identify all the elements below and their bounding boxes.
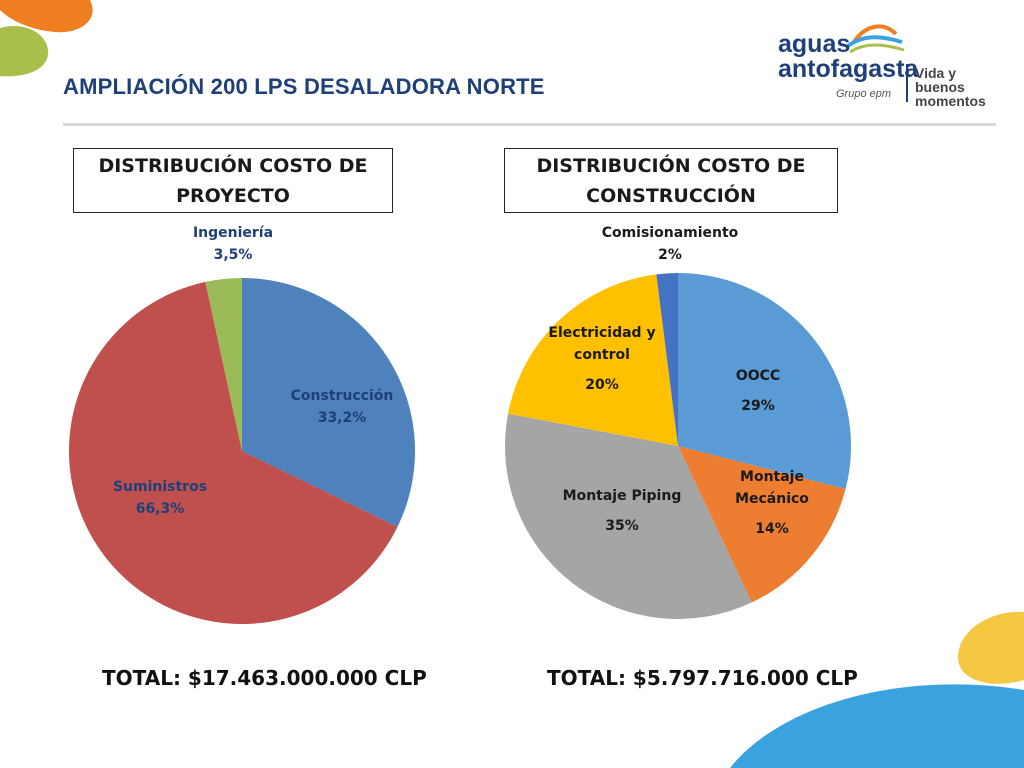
slice-category-label: Ingeniería (192, 225, 274, 241)
slice-label: Construcción 33,2% (291, 385, 394, 429)
pie-slice-montaje-piping (505, 413, 752, 619)
slice-category-label: Comisionamiento (601, 225, 739, 241)
slice-category-label: Montaje Piping (562, 488, 682, 504)
slice-label: Comisionamiento 2% (602, 222, 739, 266)
slice-value-label: 29% (741, 398, 775, 414)
slice-label: Suministros 66,3% (113, 476, 207, 520)
deco-green-blob (0, 26, 49, 77)
slice-category-label: OOCC (735, 368, 781, 384)
chart2-total: TOTAL: $5.797.716.000 CLP (547, 666, 858, 690)
slice-category-label: Suministros (112, 479, 208, 495)
deco-yellow-blob (957, 611, 1024, 684)
slice-category-label: Construcción (290, 388, 394, 404)
logo-line1: aguas (778, 30, 851, 58)
slice-label: Montaje Mecánico 14% (735, 466, 809, 540)
pie-slice-oocc (678, 273, 851, 490)
pie-slice-comisionamiento (656, 273, 678, 446)
logo-group: Grupo epm (836, 88, 892, 100)
slice-value-label: 35% (605, 518, 639, 534)
logo-line2: antofagasta (778, 55, 919, 83)
deco-blue-blob (730, 684, 1024, 768)
slice-category-label: Electricidad y control (548, 325, 656, 363)
deco-orange-blob (0, 0, 93, 33)
slice-label: Montaje Piping 35% (563, 485, 682, 537)
slice-label: Electricidad y control 20% (548, 322, 655, 396)
slice-value-label: 3,5% (213, 247, 253, 263)
chart2-title-box: DISTRIBUCIÓN COSTO DE CONSTRUCCIÓN (504, 148, 838, 213)
slice-value-label: 14% (755, 521, 789, 537)
pie-slice-construcción (242, 278, 416, 527)
slice-value-label: 20% (585, 377, 619, 393)
chart1-title: DISTRIBUCIÓN COSTO DE PROYECTO (98, 155, 368, 207)
slice-value-label: 2% (658, 247, 682, 263)
slice-value-label: 66,3% (135, 501, 185, 517)
chart1-title-box: DISTRIBUCIÓN COSTO DE PROYECTO (73, 148, 393, 213)
logo-separator (906, 64, 908, 102)
chart2-title: DISTRIBUCIÓN COSTO DE CONSTRUCCIÓN (536, 155, 806, 207)
slice-category-label: Montaje Mecánico (735, 469, 809, 507)
company-logo: aguas antofagasta Grupo epm Vida y bueno… (778, 20, 998, 110)
pie-slice-montaje-mecánico (678, 446, 846, 603)
slice-value-label: 33,2% (317, 410, 367, 426)
logo-slogan: Vida y buenos momentos (915, 65, 986, 109)
slide-title: AMPLIACIÓN 200 LPS DESALADORA NORTE (63, 74, 545, 99)
slice-label: Ingeniería 3,5% (193, 222, 273, 266)
chart1-total: TOTAL: $17.463.000.000 CLP (102, 666, 427, 690)
pie-slice-suministros (69, 281, 398, 624)
pie-slice-electricidad-y-control (508, 274, 678, 446)
pie-slice-ingeniería (205, 278, 242, 451)
title-divider (63, 123, 996, 126)
wave-logo-icon (846, 24, 905, 54)
slice-label: OOCC 29% (736, 365, 780, 417)
